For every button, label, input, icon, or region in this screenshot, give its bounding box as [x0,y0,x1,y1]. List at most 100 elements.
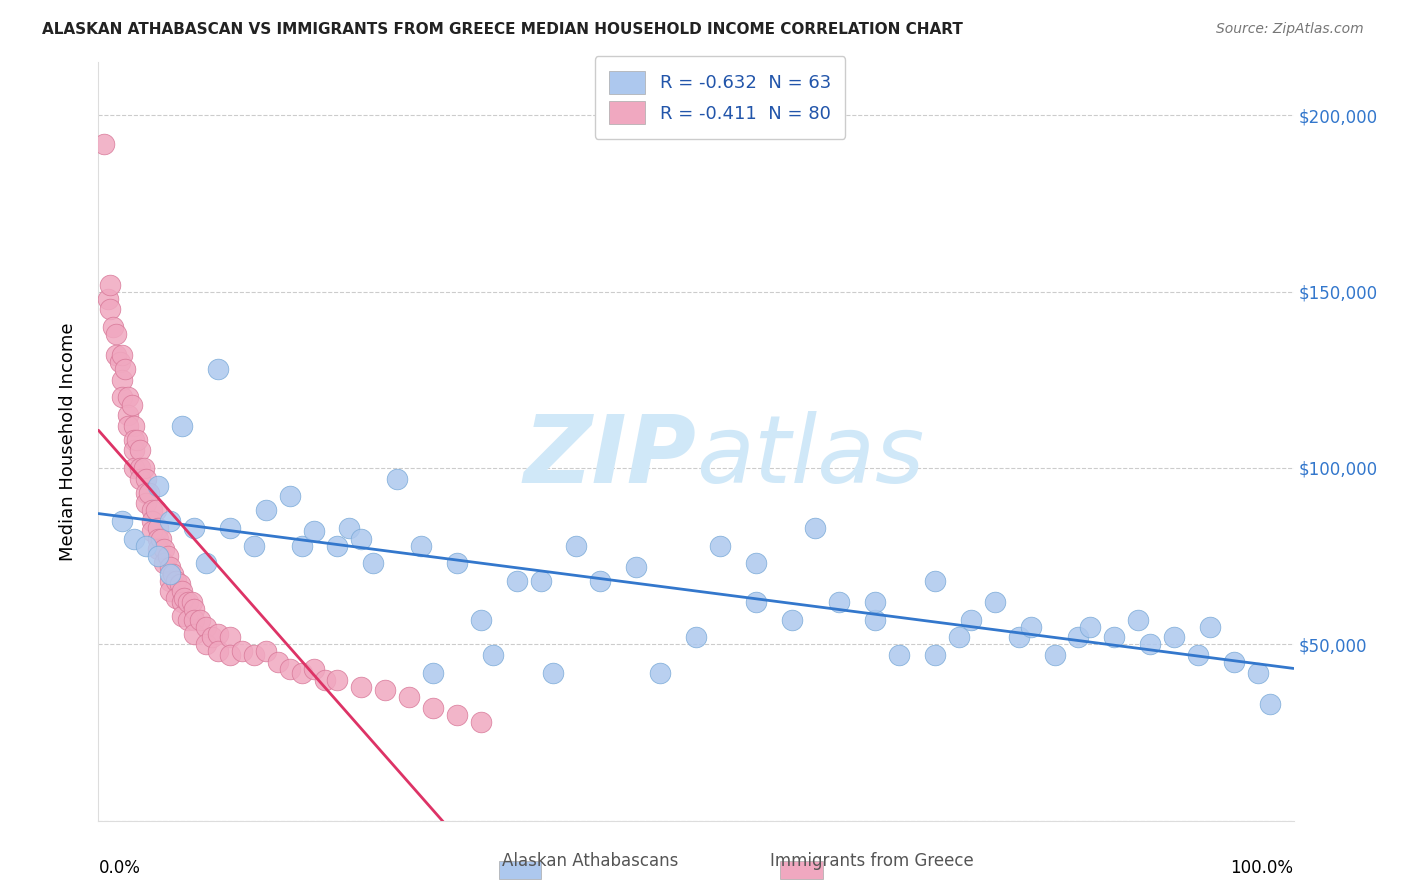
Point [195,556,218,570]
Point [159,584,181,599]
Point [1223,655,1246,669]
Point [165,591,187,606]
Point [374,683,396,698]
Point [291,539,314,553]
Point [132,461,155,475]
Point [101,320,124,334]
Point [422,665,444,680]
Point [145,503,167,517]
Point [1139,637,1161,651]
Point [278,489,301,503]
Point [207,644,229,658]
Point [117,418,139,433]
Point [589,574,612,588]
Point [135,496,157,510]
Point [177,613,200,627]
Point [828,595,851,609]
Point [339,521,361,535]
Point [135,485,157,500]
Point [960,613,983,627]
Point [207,362,229,376]
Point [124,532,146,546]
Point [201,630,224,644]
Point [924,574,946,588]
Point [1067,630,1090,644]
Point [1019,620,1042,634]
Point [481,648,505,662]
Point [219,648,242,662]
Point [93,136,115,151]
Point [125,433,148,447]
Point [183,613,205,627]
Text: 100.0%: 100.0% [1230,858,1294,877]
Point [135,472,157,486]
Point [117,391,139,405]
Point [565,539,588,553]
Point [195,620,218,634]
Point [1008,630,1031,644]
Point [984,595,1007,609]
Point [506,574,529,588]
Point [148,521,170,535]
Point [1258,698,1281,712]
Point [162,566,184,581]
Point [685,630,707,644]
Point [1043,648,1066,662]
Point [350,680,373,694]
Point [302,662,325,676]
Point [745,595,768,609]
Point [173,591,195,606]
Point [149,532,172,546]
Point [865,613,887,627]
Point [315,673,337,687]
Point [138,485,160,500]
Point [1247,665,1270,680]
Point [267,655,290,669]
Point [470,613,492,627]
Point [114,362,136,376]
Point [626,559,648,574]
Point [385,472,409,486]
Point [183,626,205,640]
Point [188,613,211,627]
Point [124,433,146,447]
Point [135,539,157,553]
Point [159,514,181,528]
Text: ZIP: ZIP [523,410,696,503]
Point [291,665,314,680]
Point [411,539,433,553]
Point [111,391,134,405]
Point [183,602,205,616]
Point [153,556,176,570]
Point [180,595,202,609]
Point [530,574,553,588]
Point [148,542,170,557]
Point [745,556,768,570]
Point [165,574,187,588]
Point [172,418,194,433]
Point [865,595,887,609]
Point [97,292,120,306]
Point [1128,613,1150,627]
Legend: R = -0.632  N = 63, R = -0.411  N = 80: R = -0.632 N = 63, R = -0.411 N = 80 [595,56,845,139]
Point [111,514,134,528]
Point [207,626,229,640]
Point [948,630,970,644]
Point [156,549,179,563]
Point [924,648,946,662]
Point [148,532,170,546]
Point [326,673,349,687]
Point [172,584,194,599]
Point [124,461,146,475]
Point [108,355,131,369]
Point [302,524,325,539]
Point [105,326,128,341]
Point [219,521,242,535]
Point [648,665,672,680]
Point [141,514,163,528]
Point [124,418,146,433]
Point [98,302,122,317]
Point [709,539,731,553]
Point [124,443,146,458]
Text: atlas: atlas [696,411,924,502]
